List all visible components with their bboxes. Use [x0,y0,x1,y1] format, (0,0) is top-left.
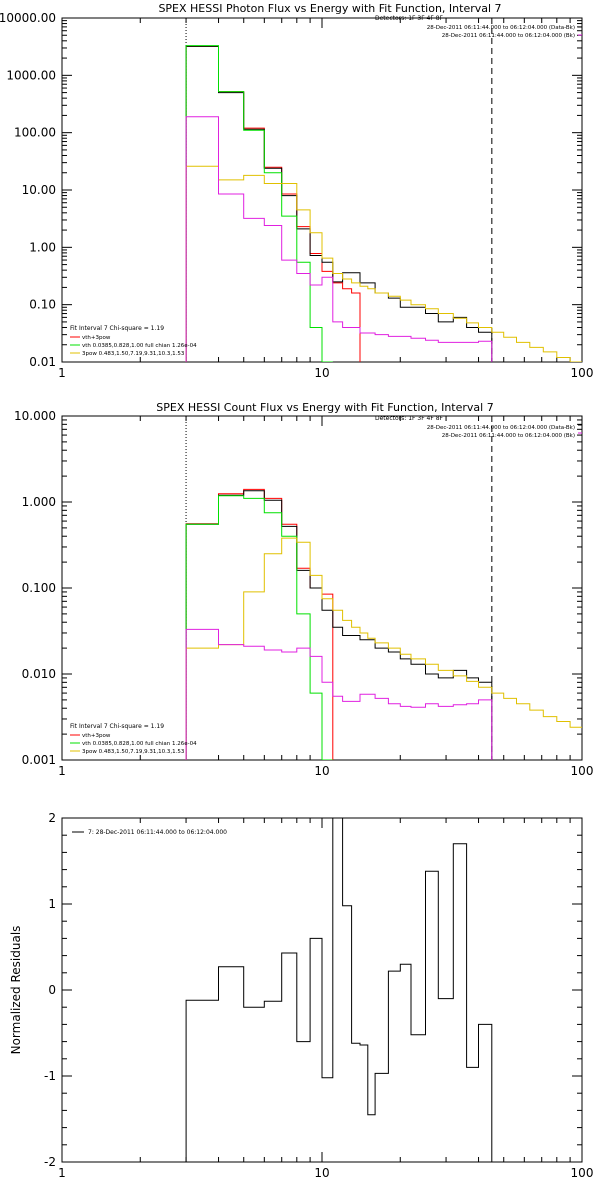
count-flux-title: SPEX HESSI Count Flux vs Energy with Fit… [156,401,493,414]
count-y-tick-label: 10.000 [14,409,56,423]
count-series-group [185,488,582,760]
count-fit-legend-vth: vth 0.0385,0.828,1.00 full chian 1.26e-0… [82,741,197,747]
count-y-tick-label: 0.001 [22,753,56,767]
count-series-2-step-line [185,495,333,760]
count-y-tick-label: 0.100 [22,581,56,595]
photon-series-2-step-line [185,45,333,362]
count-x-tick-label: 100 [571,764,594,778]
residuals-y-axis-label: Normalized Residuals [9,926,23,1055]
photon-legend-header: Detectors: 1F 3F 4F 8F [375,15,444,22]
photon-x-tick-label: 1 [58,366,66,380]
count-x-tick-label: 1 [58,764,66,778]
photon-flux-title: SPEX HESSI Photon Flux vs Energy with Fi… [158,2,501,15]
residuals-x-tick-label: 100 [571,1166,594,1180]
count-y-tick-label: 0.010 [22,667,56,681]
residuals-y-tick-label: -2 [44,1155,56,1169]
count-fit-legend-header: Fit Interval 7 Chi-square = 1.19 [70,723,164,730]
photon-y-tick-label: 1.00 [29,240,56,254]
count-fit-legend-3pow: 3pow 0.483,1.50,7.19,9.31,10.3,1.53 [82,749,185,755]
count-x-tick-label: 10 [314,764,329,778]
count-fit-legend-total: vth+3pow [82,733,111,739]
photon-y-tick-label: 0.01 [29,355,56,369]
residuals-y-tick-label: 2 [48,811,56,825]
photon-flux-plot: 1 10 100 10000.00 1000.00 100.00 10.00 1.00 0.10… [0,11,593,380]
photon-fit-legend-header: Fit Interval 7 Chi-square = 1.19 [70,325,164,332]
photon-y-tick-label: 10000.00 [0,11,56,25]
photon-legend-entry-bk: 28-Dec-2011 06:11:44.000 to 06:12:04.000… [442,33,575,39]
photon-y-tick-label: 1000.00 [6,68,56,82]
photon-fit-legend-total: vth+3pow [82,335,111,341]
count-legend-entry-data-bk: 28-Dec-2011 06:11:44.000 to 06:12:04.000… [427,425,575,431]
photon-y-tick-label: 0.10 [29,298,56,312]
photon-series-1-step-line [185,45,493,362]
residuals-x-tick-label: 1 [58,1166,66,1180]
photon-series-3-step-line [185,165,582,362]
photon-y-tick-label: 100.00 [14,126,56,140]
photon-fit-legend-vth: vth 0.0385,0.828,1.00 full chian 1.26e-0… [82,343,197,349]
photon-y-tick-label: 10.00 [22,183,56,197]
count-series-1-step-line [185,490,493,760]
residuals-y-tick-label: 1 [48,897,56,911]
photon-fit-legend-3pow: 3pow 0.483,1.50,7.19,9.31,10.3,1.53 [82,351,185,357]
photon-x-tick-label: 100 [571,366,594,380]
count-flux-panel: SPEX HESSI Count Flux vs Energy with Fit… [14,401,593,778]
residuals-x-tick-label: 10 [314,1166,329,1180]
count-flux-plot: 1 10 100 10.000 1.000 0.100 0.010 0.001 [14,409,593,778]
count-legend-header: Detectors: 1F 3F 4F 8F [375,415,444,422]
count-series-3-step-line [185,537,582,760]
count-legend-entry-bk: 28-Dec-2011 06:11:44.000 to 06:12:04.000… [442,433,575,439]
photon-legend-entry-data-bk: 28-Dec-2011 06:11:44.000 to 06:12:04.000… [427,25,575,31]
residuals-y-tick-label: 0 [48,983,56,997]
count-series-0-step-line [185,488,334,760]
residuals-y-tick-label: -1 [44,1069,56,1083]
photon-x-tick-label: 10 [314,366,329,380]
residuals-legend-entry: 7: 28-Dec-2011 06:11:44.000 to 06:12:04.… [88,829,227,836]
photon-series-4-step-line [185,116,493,362]
residuals-series-0-step-line [185,818,493,1162]
photon-flux-panel: SPEX HESSI Photon Flux vs Energy with Fi… [0,2,593,380]
count-series-4-step-line [185,628,493,760]
photon-series-group [185,45,582,362]
count-y-tick-label: 1.000 [22,495,56,509]
residuals-series-group [185,818,493,1162]
photon-series-0-step-line [185,45,361,362]
photon-plot-frame [61,17,583,363]
